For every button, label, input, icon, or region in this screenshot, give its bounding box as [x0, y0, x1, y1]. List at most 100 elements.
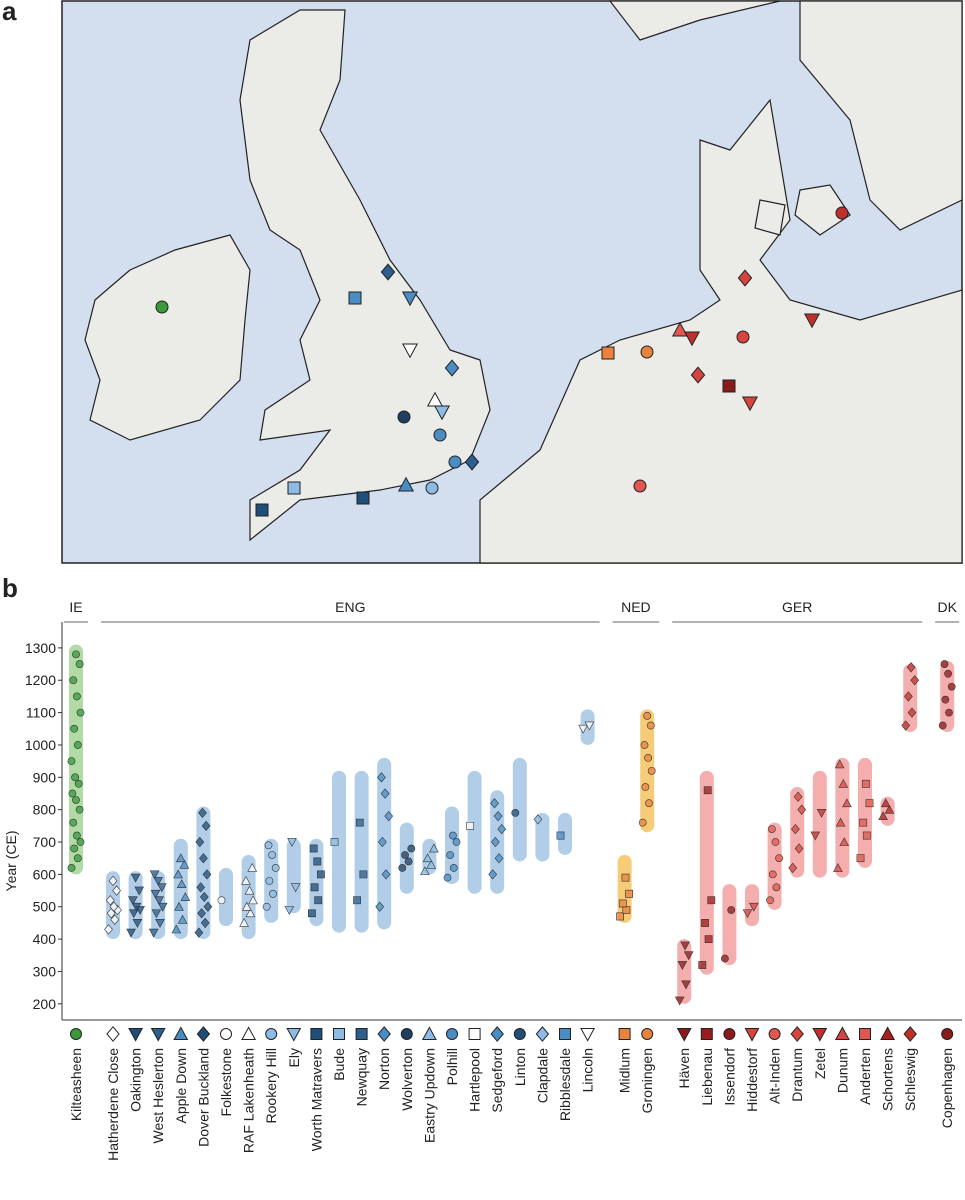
site-marker [355, 1028, 368, 1040]
data-point [353, 896, 361, 905]
map-marker [737, 269, 753, 287]
data-point [69, 818, 78, 827]
site-marker [196, 1026, 211, 1042]
data-point [70, 844, 79, 853]
data-point [203, 901, 213, 912]
data-point [748, 902, 759, 912]
data-point [179, 859, 190, 869]
data-point [839, 837, 850, 846]
data-point [771, 838, 780, 846]
map-marker [425, 481, 439, 495]
site-marker [790, 1026, 804, 1042]
site-marker [903, 1026, 917, 1042]
y-tick-label: 1200 [25, 672, 56, 688]
site-marker [286, 1028, 302, 1042]
data-point [704, 935, 713, 944]
y-tick-label: 500 [33, 899, 57, 915]
data-point [72, 692, 81, 701]
range-bar [219, 867, 233, 927]
data-point [707, 896, 716, 905]
data-point [313, 857, 322, 866]
data-point [217, 896, 226, 905]
data-point [271, 864, 280, 872]
map-marker [401, 291, 419, 307]
site-label: Lincoln [580, 1048, 596, 1092]
range-bar [812, 770, 827, 878]
range-bar [858, 757, 872, 868]
data-point [766, 896, 775, 905]
data-point [75, 805, 84, 814]
data-point [74, 779, 83, 788]
site-marker [421, 1026, 437, 1040]
data-point [404, 857, 413, 866]
map-marker [683, 331, 701, 347]
site-marker [150, 1028, 166, 1042]
range-bar [69, 644, 83, 875]
data-point [153, 876, 164, 886]
data-point [130, 873, 141, 883]
data-point [647, 766, 656, 775]
site-marker [641, 1028, 654, 1040]
data-point [449, 864, 458, 872]
site-label: Issendorf [721, 1048, 737, 1106]
data-point [198, 807, 207, 819]
panel-label: b [2, 573, 18, 603]
data-point [448, 831, 457, 840]
site-label: Linton [512, 1048, 528, 1086]
data-point [70, 724, 79, 733]
data-point [698, 961, 707, 969]
data-point [683, 951, 694, 961]
data-point [72, 831, 81, 840]
map-marker [835, 206, 849, 220]
data-point [175, 853, 186, 863]
data-point [638, 818, 647, 827]
data-point [201, 820, 211, 831]
data-point [865, 799, 874, 808]
range-bar [512, 757, 527, 862]
data-point [177, 914, 188, 924]
range-bar [558, 812, 572, 855]
data-point [173, 869, 183, 879]
data-point [194, 927, 204, 938]
range-bar [332, 770, 346, 933]
data-point [775, 854, 784, 863]
data-point [110, 914, 120, 925]
map-marker [464, 453, 480, 471]
data-point [73, 741, 82, 749]
data-point [76, 838, 85, 846]
site-label: Ribblesdale [557, 1048, 573, 1121]
site-label: Schortens [880, 1048, 896, 1111]
data-point [677, 961, 688, 970]
site-label: Copenhagen [939, 1048, 955, 1128]
data-point [578, 724, 588, 734]
range-bar [241, 854, 256, 940]
site-label: Apple Down [173, 1048, 189, 1124]
data-point [556, 831, 565, 840]
site-label: Norton [376, 1048, 392, 1090]
site-marker [445, 1028, 459, 1040]
site-marker [812, 1028, 828, 1042]
map-marker [633, 479, 647, 493]
site-marker [859, 1028, 871, 1040]
data-point [180, 892, 191, 901]
data-point [742, 909, 753, 919]
data-point [112, 885, 121, 896]
y-axis-label: Year (CE) [3, 831, 19, 892]
data-point [67, 864, 76, 872]
data-point [128, 909, 139, 919]
site-marker [513, 1028, 526, 1040]
site-marker [106, 1026, 120, 1042]
map-marker [255, 503, 269, 517]
map-marker [640, 345, 654, 359]
data-point [703, 786, 712, 795]
range-bar [354, 770, 369, 933]
data-point [244, 885, 255, 895]
data-point [645, 799, 653, 808]
map-marker [356, 491, 370, 505]
data-point [791, 823, 800, 835]
site-marker [265, 1028, 278, 1040]
site-label: West Heslerton [150, 1048, 166, 1143]
panel-label: a [2, 0, 17, 26]
site-marker [219, 1028, 233, 1040]
